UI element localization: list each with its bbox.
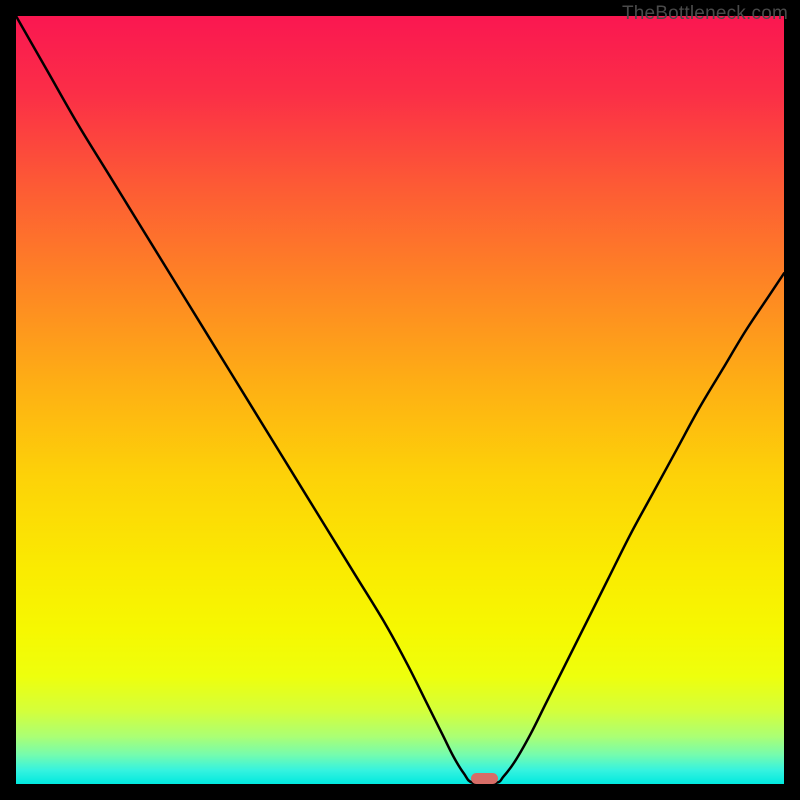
chart-frame: TheBottleneck.com <box>0 0 800 800</box>
optimal-marker <box>471 773 498 785</box>
attribution-text: TheBottleneck.com <box>622 3 788 25</box>
bottleneck-curve <box>16 16 784 784</box>
plot-area <box>16 16 784 784</box>
